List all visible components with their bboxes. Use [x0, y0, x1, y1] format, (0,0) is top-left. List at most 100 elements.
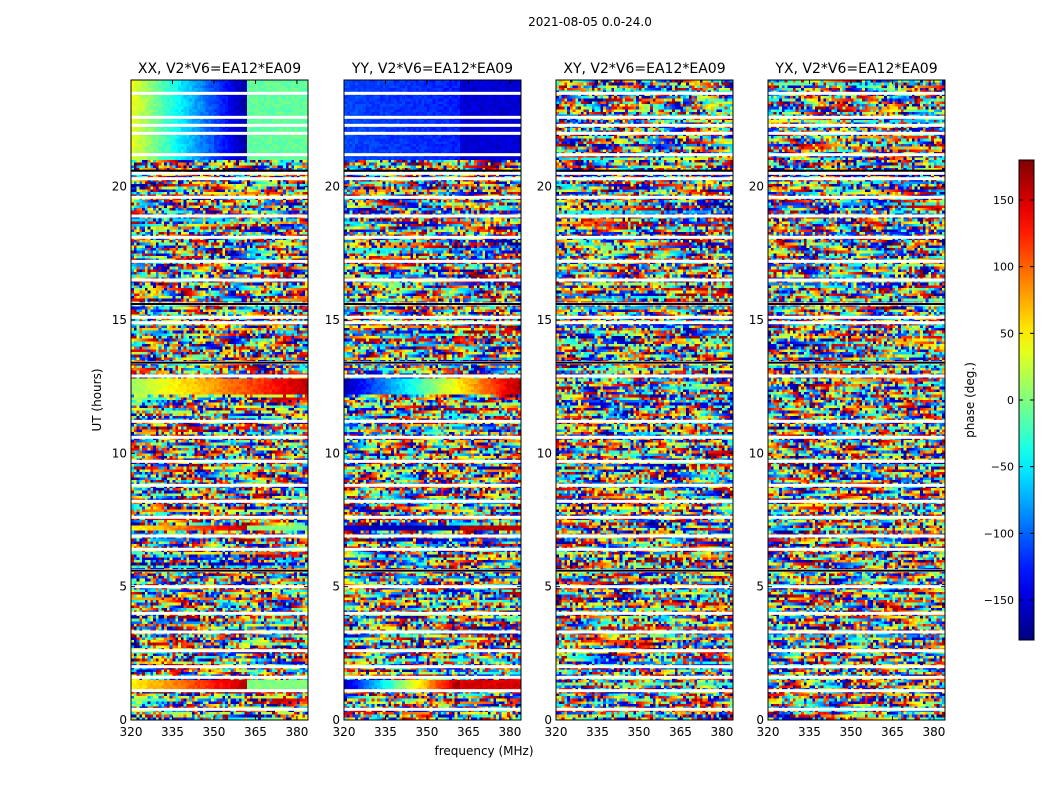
- flagged-row: [344, 435, 521, 439]
- flagged-row: [344, 585, 521, 589]
- scan-separator: [556, 169, 733, 172]
- y-axis-label: UT (hours): [90, 368, 104, 431]
- colorbar-tick-label: −150: [984, 594, 1014, 607]
- flagged-row: [344, 214, 521, 218]
- flagged-row: [768, 611, 945, 615]
- flagged-row: [131, 315, 308, 319]
- flagged-row: [768, 235, 945, 239]
- y-tick-label: 20: [112, 180, 127, 194]
- x-tick-label: 335: [586, 725, 609, 739]
- flagged-row: [556, 123, 733, 127]
- colorbar-tick-label: 0: [1007, 394, 1014, 407]
- flagged-row: [768, 515, 945, 519]
- y-tick-label: 0: [332, 713, 340, 727]
- flagged-row: [344, 153, 521, 157]
- scan-separator: [768, 361, 945, 364]
- panel-frame: [130, 79, 309, 721]
- x-tick-label: 350: [416, 725, 439, 739]
- flagged-row: [131, 649, 308, 653]
- y-tick-label: 15: [112, 313, 127, 327]
- flagged-row: [768, 315, 945, 319]
- y-tick-label: 20: [325, 180, 340, 194]
- flagged-row: [556, 235, 733, 239]
- scan-separator: [131, 303, 308, 305]
- flagged-row: [556, 459, 733, 463]
- flagged-row: [131, 171, 308, 175]
- y-tick-label: 0: [756, 713, 764, 727]
- scan-separator: [768, 569, 945, 572]
- flagged-row: [556, 214, 733, 218]
- flagged-row: [344, 123, 521, 127]
- flagged-row: [556, 585, 733, 589]
- y-tick-label: 5: [332, 580, 340, 594]
- flagged-row: [344, 195, 521, 199]
- flagged-row: [131, 153, 308, 157]
- flagged-row: [344, 649, 521, 653]
- flagged-row: [768, 123, 945, 127]
- colorbar-tick-label: −100: [984, 527, 1014, 540]
- flagged-row: [344, 91, 521, 95]
- flagged-row: [556, 534, 733, 538]
- panel-title: XY, V2*V6=EA12*EA09: [563, 61, 725, 77]
- flagged-row: [556, 171, 733, 175]
- flagged-row: [768, 214, 945, 218]
- flagged-row: [768, 91, 945, 95]
- figure-suptitle: 2021-08-05 0.0-24.0: [528, 15, 652, 29]
- flagged-row: [556, 547, 733, 551]
- flagged-row: [556, 630, 733, 634]
- scan-separator: [131, 569, 308, 572]
- x-tick-label: 335: [798, 725, 821, 739]
- flagged-row: [131, 675, 308, 679]
- flagged-row: [768, 195, 945, 199]
- flagged-row: [344, 419, 521, 423]
- flagged-row: [131, 131, 308, 135]
- flagged-row: [556, 278, 733, 282]
- y-tick-label: 10: [749, 446, 764, 460]
- flagged-row: [556, 259, 733, 263]
- flagged-row: [344, 177, 521, 181]
- flagged-row: [768, 259, 945, 263]
- flagged-row: [344, 131, 521, 135]
- panel-frame: [555, 79, 734, 721]
- flagged-row: [131, 321, 308, 325]
- panel-frame: [767, 79, 946, 721]
- flagged-row: [768, 435, 945, 439]
- x-axis-label: frequency (MHz): [434, 744, 533, 758]
- flagged-row: [768, 534, 945, 538]
- flagged-row: [131, 707, 308, 711]
- flagged-row: [131, 534, 308, 538]
- scan-separator: [344, 361, 521, 364]
- flagged-row: [556, 153, 733, 157]
- flagged-row: [344, 630, 521, 634]
- flagged-row: [131, 435, 308, 439]
- flagged-row: [556, 499, 733, 503]
- flagged-row: [768, 689, 945, 693]
- y-tick-label: 10: [112, 446, 127, 460]
- flagged-row: [344, 374, 521, 378]
- flagged-row: [131, 214, 308, 218]
- flagged-row: [344, 235, 521, 239]
- flagged-row: [131, 91, 308, 95]
- y-tick-label: 20: [749, 180, 764, 194]
- panel-title: YY, V2*V6=EA12*EA09: [351, 61, 513, 77]
- panel-xy: XY, V2*V6=EA12*EA09 320 335 350 365 380 0 5 10 15…: [537, 61, 734, 739]
- flagged-row: [768, 707, 945, 711]
- flagged-row: [131, 177, 308, 181]
- panel-yy: YY, V2*V6=EA12*EA09 320 335 350 365 380 0 5 10 15…: [325, 61, 522, 739]
- scan-separator: [556, 303, 733, 305]
- y-tick-label: 0: [119, 713, 127, 727]
- flagged-row: [131, 630, 308, 634]
- flagged-row: [556, 374, 733, 378]
- flagged-row: [344, 259, 521, 263]
- scan-separator: [131, 361, 308, 364]
- colorbar-tick-label: 50: [1000, 327, 1014, 340]
- flagged-row: [556, 435, 733, 439]
- flagged-row: [556, 91, 733, 95]
- flagged-row: [344, 171, 521, 175]
- flagged-row: [131, 235, 308, 239]
- flagged-row: [131, 499, 308, 503]
- flagged-row: [556, 689, 733, 693]
- flagged-row: [556, 611, 733, 615]
- panel-yx: YX, V2*V6=EA12*EA09 320 335 350 365 380 0 5 10 15…: [749, 61, 946, 739]
